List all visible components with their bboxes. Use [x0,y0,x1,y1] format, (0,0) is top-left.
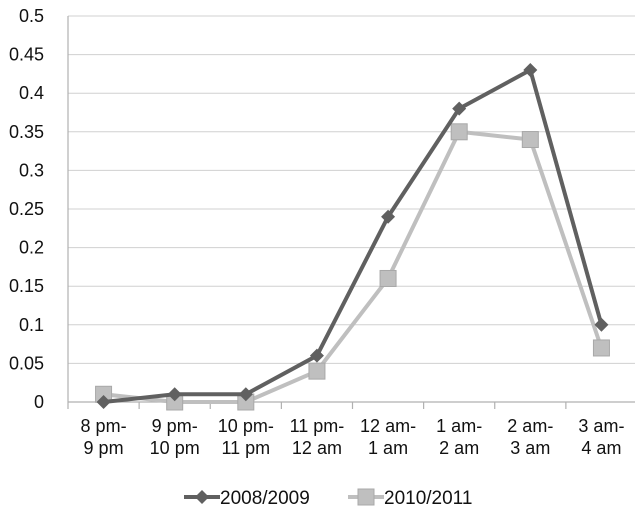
y-tick-label: 0.15 [9,276,44,296]
x-tick-label: 10 pm-11 pm [218,416,274,458]
gridlines [68,15,635,364]
y-tick-label: 0.45 [9,45,44,65]
series-2008-2009 [96,63,609,409]
legend-marker [195,490,209,504]
data-point [308,362,326,380]
data-point [592,339,610,357]
series-2010-2011 [95,123,610,411]
data-point [309,348,324,363]
x-tick-label: 3 am-4 am [578,416,624,458]
y-tick-label: 0 [34,392,44,412]
y-tick-label: 0.35 [9,122,44,142]
data-point [167,387,182,402]
data-point [238,387,253,402]
series-layer [95,63,610,411]
series-line [103,68,604,404]
x-tick-label: 9 pm-10 pm [150,416,200,458]
data-point [450,123,468,141]
y-tick-label: 0.05 [9,353,44,373]
series-line [103,129,604,404]
legend-label: 2010/2011 [384,488,472,509]
legend-marker [357,488,375,506]
data-point [381,209,396,224]
data-point [521,131,539,149]
legend: 2008/2009 2010/2011 [184,488,472,509]
y-tick-label: 0.3 [19,160,44,180]
data-point [96,395,111,409]
y-tick-label: 0.1 [19,315,44,335]
y-axis-tick-labels: 0 0.05 0.1 0.15 0.2 0.25 0.3 0.35 0.4 0.45 0.5 [9,6,44,412]
y-tick-label: 0.4 [19,83,44,103]
x-axis [67,16,635,409]
y-tick-label: 0.25 [9,199,44,219]
legend-item: 2008/2009 [184,488,310,509]
x-tick-label: 8 pm-9 pm [81,416,127,458]
legend-label: 2008/2009 [220,488,310,509]
data-point [452,101,467,116]
legend-item: 2010/2011 [348,488,472,509]
x-tick-label: 2 am-3 am [507,416,553,458]
x-axis-tick-labels: 8 pm-9 pm 9 pm-10 pm 10 pm-11 pm 11 pm-12 a… [81,416,625,458]
data-point [594,317,609,332]
data-point [523,63,538,78]
y-tick-label: 0.5 [19,6,44,26]
x-tick-label: 11 pm-12 am [290,416,345,458]
x-tick-label: 1 am-2 am [436,416,482,458]
y-tick-label: 0.2 [19,238,44,258]
x-tick-label: 12 am-1 am [360,416,416,458]
data-point [379,269,397,287]
